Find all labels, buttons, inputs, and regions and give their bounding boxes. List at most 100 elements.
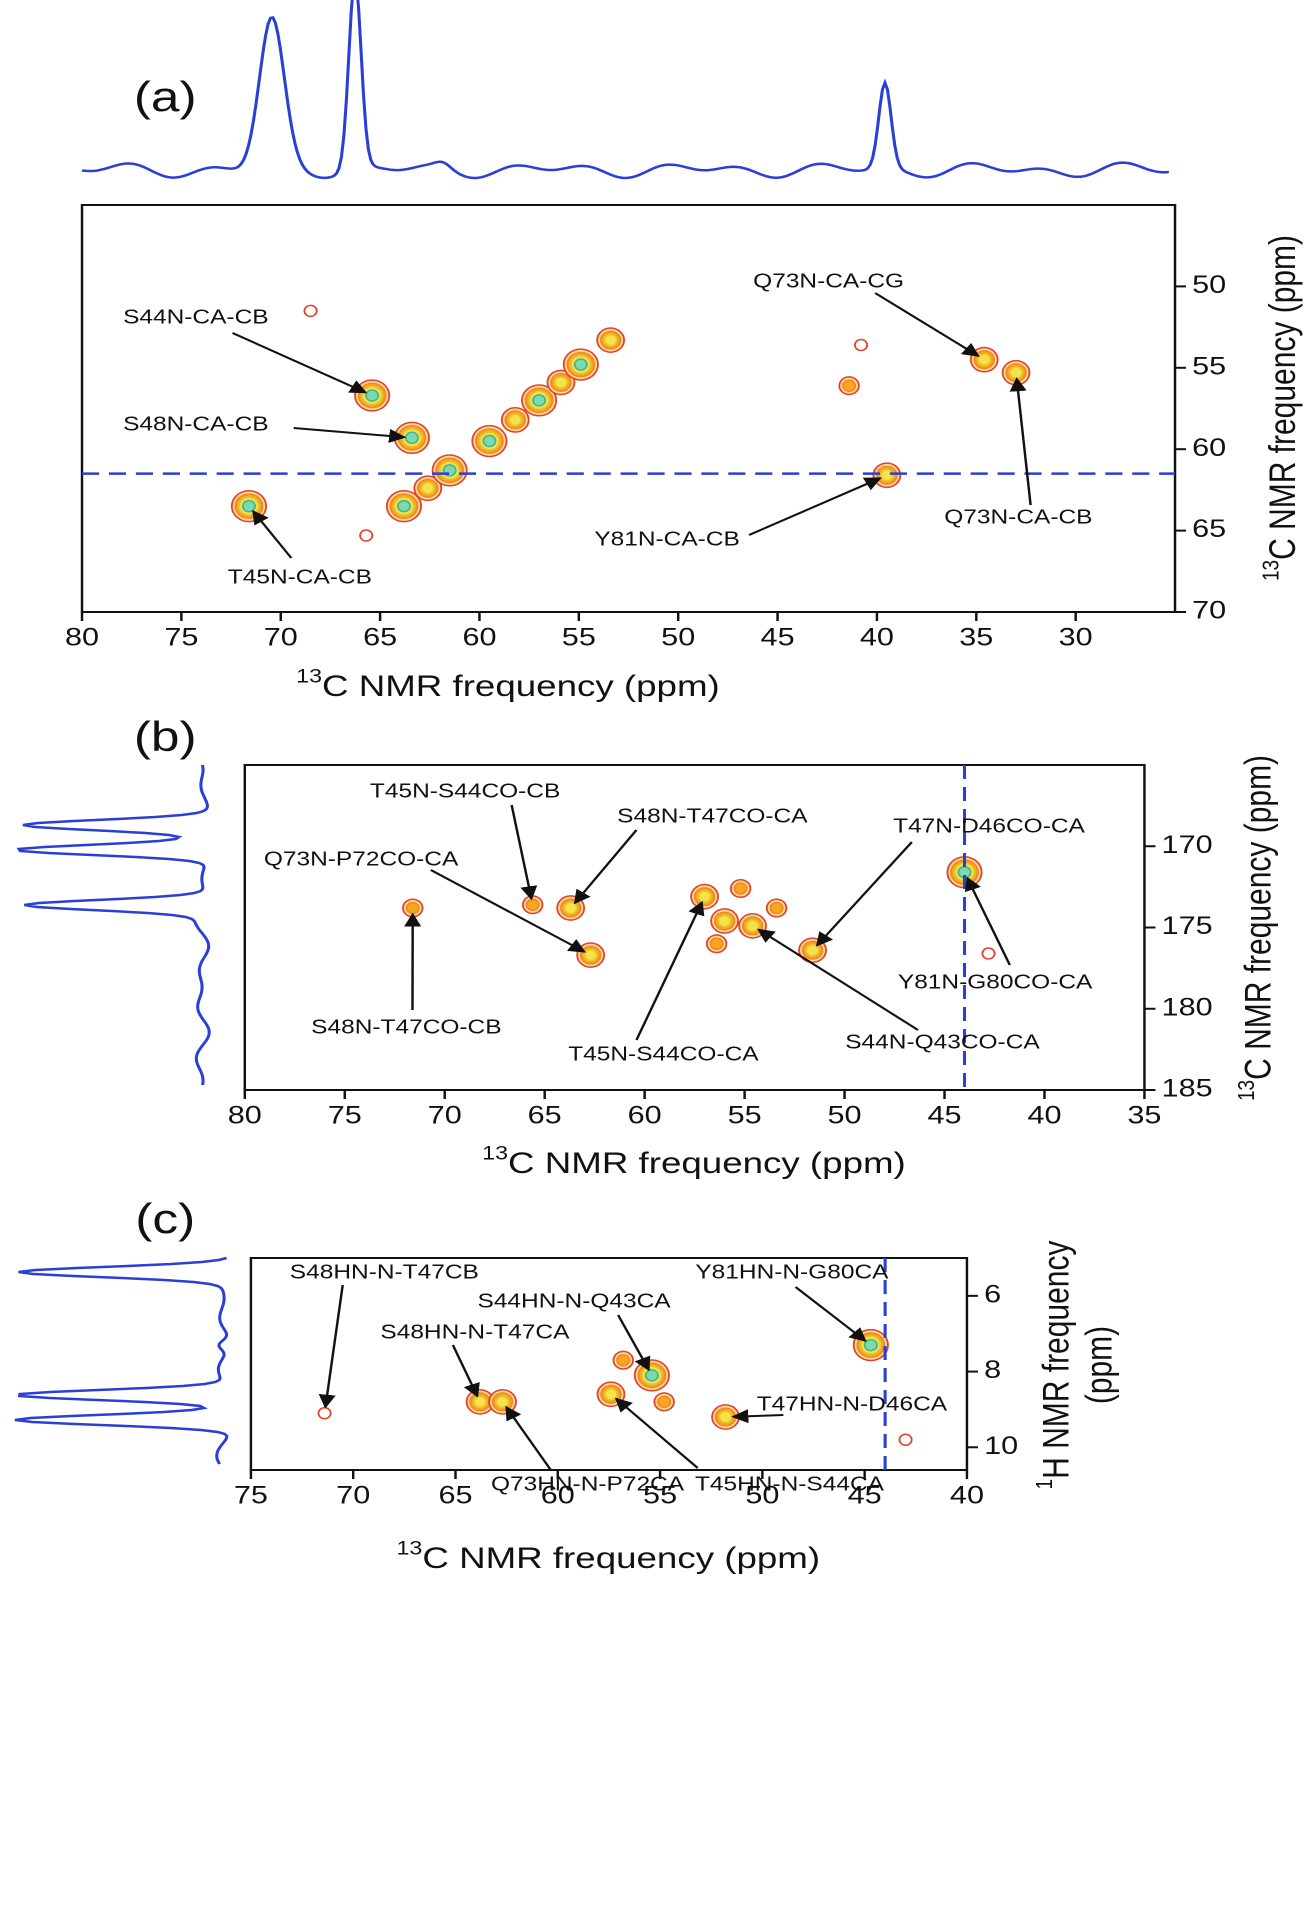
axis-label-text: C NMR frequency (ppm): [1239, 755, 1280, 1080]
y-tick-label: 60: [1192, 433, 1226, 461]
y-tick-label: 10: [984, 1432, 1018, 1460]
contour-peak: [603, 1388, 619, 1401]
annotation-arrow: [430, 869, 586, 953]
contour-peak: [853, 338, 869, 352]
contour-peak: [359, 529, 374, 542]
axis-label-sup: 1: [1033, 1479, 1058, 1490]
axis-label: 13C NMR frequency (ppm): [1235, 755, 1280, 1101]
annotation: Y81N-G80CO-CA: [898, 970, 1093, 992]
axis-label-text: C NMR frequency (ppm): [508, 1147, 906, 1180]
axis-label: 1H NMR frequency: [1033, 1240, 1078, 1489]
annotation-arrow: [573, 829, 638, 905]
annotation: S48HN-N-T47CA: [380, 1320, 569, 1342]
axis-label: 13C NMR frequency (ppm): [397, 1539, 821, 1575]
contour-peak: [657, 1395, 672, 1409]
y-tick-label: 55: [1192, 352, 1226, 380]
annotation: S44N-CA-CB: [123, 305, 269, 327]
axis-label-text: C NMR frequency (ppm): [1263, 235, 1304, 560]
axis-label-sup: 13: [397, 1539, 423, 1560]
x-tick-label: 70: [264, 623, 298, 651]
x-tick-label: 65: [363, 623, 397, 651]
contour-peak: [603, 333, 618, 347]
contour-peak: [745, 919, 760, 933]
annotation-arrow: [794, 1286, 867, 1342]
contour-peak: [482, 434, 497, 448]
contour-peak: [525, 898, 540, 911]
axis-label-text: H NMR frequency: [1037, 1240, 1078, 1479]
annotation-arrow: [757, 928, 919, 1031]
x-tick-label: 80: [65, 623, 99, 651]
x-tick-label: 55: [562, 623, 596, 651]
contour-peak: [718, 1410, 733, 1424]
projection-spectrum: [16, 764, 211, 1086]
annotation: T47N-D46CO-CA: [893, 814, 1085, 836]
annotation-arrow: [318, 1284, 344, 1409]
contour-peak: [863, 1338, 878, 1352]
x-tick-label: 50: [661, 623, 695, 651]
annotation: T45N-CA-CB: [228, 565, 372, 587]
annotation: Q73N-CA-CG: [753, 269, 904, 291]
annotation: Q73N-P72CO-CA: [264, 847, 459, 869]
contour-peak: [717, 914, 732, 928]
annotation-arrow: [874, 292, 980, 357]
x-tick-label: 35: [1127, 1101, 1161, 1129]
annotation-arrow: [231, 332, 368, 394]
contour-peak: [1009, 366, 1024, 379]
contour-peak: [616, 1353, 631, 1367]
contour-peak: [495, 1395, 510, 1409]
y-tick-label: 50: [1192, 271, 1226, 299]
x-tick-label: 60: [541, 1481, 575, 1509]
contour-peak: [553, 376, 568, 389]
plot-frame: [249, 1257, 969, 1471]
axis-label-sup: 13: [1259, 560, 1284, 581]
y-tick-label: 185: [1162, 1074, 1213, 1102]
y-tick-label: 8: [984, 1356, 1001, 1384]
contour-peak: [405, 901, 420, 915]
x-tick-label: 40: [1027, 1101, 1061, 1129]
axis-label: 13C NMR frequency (ppm): [296, 667, 720, 703]
annotation-arrow: [510, 804, 538, 901]
y-tick-label: 170: [1162, 830, 1213, 858]
annotation: Y81HN-N-G80CA: [695, 1260, 888, 1282]
contour-peak: [583, 948, 598, 962]
x-tick-label: 70: [336, 1481, 370, 1509]
axis-label: 13C NMR frequency (ppm): [1259, 235, 1304, 581]
annotation-arrow: [731, 1409, 784, 1424]
contour-peak: [365, 389, 380, 402]
annotation-arrow: [1009, 377, 1032, 506]
contour-peak: [977, 353, 992, 366]
contour-peak: [420, 482, 435, 495]
contour-peak: [241, 499, 256, 513]
x-tick-label: 45: [848, 1481, 882, 1509]
contour-peak: [981, 947, 996, 960]
annotation: T45N-S44CO-CA: [568, 1042, 758, 1064]
annotation: S48N-T47CO-CB: [311, 1015, 501, 1037]
x-tick-label: 35: [959, 623, 993, 651]
annotation: T45N-S44CO-CB: [370, 779, 560, 801]
axis-label-sup: 13: [1235, 1080, 1260, 1101]
plot-frame: [80, 204, 1177, 613]
annotation: Y81N-CA-CB: [594, 527, 740, 549]
annotation-arrow: [252, 510, 293, 559]
y-tick-label: 175: [1162, 912, 1213, 940]
x-tick-label: 75: [234, 1481, 268, 1509]
projection-spectrum: [81, 0, 1170, 180]
annotation: S44HN-N-Q43CA: [477, 1289, 670, 1311]
x-tick-label: 80: [228, 1101, 262, 1129]
contour-peak: [532, 394, 547, 407]
annotation-arrow: [748, 477, 882, 536]
x-tick-label: 30: [1059, 623, 1093, 651]
contour-peak: [473, 1395, 488, 1409]
x-tick-label: 70: [428, 1101, 462, 1129]
annotation: Q73HN-N-P72CA: [491, 1472, 684, 1494]
x-tick-label: 65: [438, 1481, 472, 1509]
contour-peak: [769, 901, 784, 915]
annotation-arrow: [964, 876, 1011, 966]
contour-peak: [303, 304, 318, 318]
x-tick-label: 55: [643, 1481, 677, 1509]
contour-peak: [508, 413, 523, 427]
x-tick-label: 60: [628, 1101, 662, 1129]
y-tick-label: 6: [984, 1280, 1001, 1308]
